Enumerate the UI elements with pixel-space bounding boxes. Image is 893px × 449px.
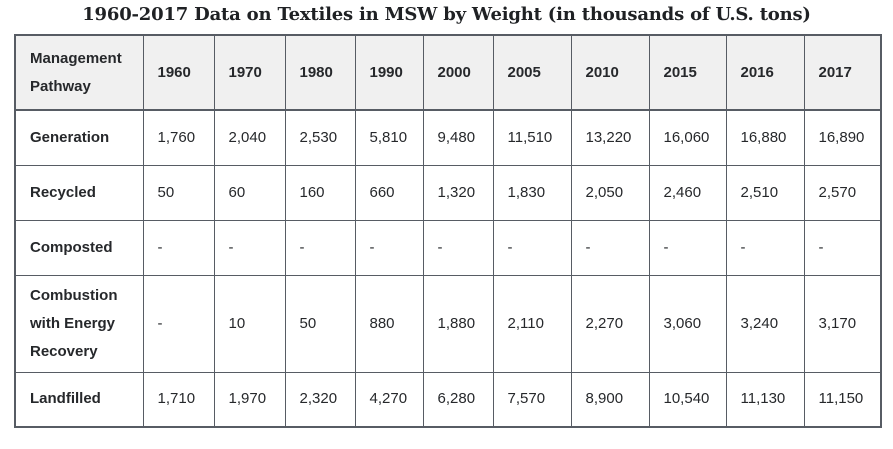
col-header-1990: 1990 — [354, 34, 424, 111]
cell-recycled-2000: 1,320 — [422, 164, 494, 221]
cell-recycled-1990: 660 — [354, 164, 424, 221]
cell-combustion-with-energy-recovery-1990: 880 — [354, 274, 424, 373]
cell-generation-1970: 2,040 — [213, 109, 286, 166]
cell-landfilled-2016: 11,130 — [725, 371, 805, 428]
col-header-2000: 2000 — [422, 34, 494, 111]
cell-landfilled-2005: 7,570 — [492, 371, 572, 428]
col-header-1960: 1960 — [142, 34, 215, 111]
cell-landfilled-2017: 11,150 — [803, 371, 882, 428]
cell-generation-1980: 2,530 — [284, 109, 356, 166]
cell-landfilled-1970: 1,970 — [213, 371, 286, 428]
cell-recycled-2016: 2,510 — [725, 164, 805, 221]
col-header-2015: 2015 — [648, 34, 727, 111]
cell-generation-2000: 9,480 — [422, 109, 494, 166]
cell-combustion-with-energy-recovery-2000: 1,880 — [422, 274, 494, 373]
table-header: Management Pathway 1960 1970 1980 1990 2000 20… — [14, 34, 882, 111]
table-title: 1960-2017 Data on Textiles in MSW by Wei… — [82, 4, 811, 25]
cell-composted-2010: - — [570, 219, 650, 276]
cell-combustion-with-energy-recovery-1970: 10 — [213, 274, 286, 373]
table-body: Generation 1,760 2,040 2,530 5,810 9,480 11,51… — [14, 109, 882, 428]
cell-composted-2015: - — [648, 219, 727, 276]
col-header-2017: 2017 — [803, 34, 882, 111]
cell-recycled-1960: 50 — [142, 164, 215, 221]
cell-landfilled-2010: 8,900 — [570, 371, 650, 428]
cell-landfilled-2015: 10,540 — [648, 371, 727, 428]
textiles-msw-table: Management Pathway 1960 1970 1980 1990 2000 20… — [14, 34, 882, 428]
cell-landfilled-2000: 6,280 — [422, 371, 494, 428]
cell-composted-2005: - — [492, 219, 572, 276]
table-row-landfilled: Landfilled 1,710 1,970 2,320 4,270 6,280 7,570… — [14, 371, 882, 428]
cell-combustion-with-energy-recovery-1960: - — [142, 274, 215, 373]
cell-recycled-2015: 2,460 — [648, 164, 727, 221]
table-row-composted: Composted - - - - - - - - - - — [14, 219, 882, 276]
cell-composted-1990: - — [354, 219, 424, 276]
cell-composted-2016: - — [725, 219, 805, 276]
cell-combustion-with-energy-recovery-2005: 2,110 — [492, 274, 572, 373]
cell-generation-2016: 16,880 — [725, 109, 805, 166]
row-label-composted: Composted — [14, 219, 144, 276]
cell-combustion-with-energy-recovery-2015: 3,060 — [648, 274, 727, 373]
cell-recycled-1970: 60 — [213, 164, 286, 221]
cell-composted-1970: - — [213, 219, 286, 276]
col-header-management-pathway: Management Pathway — [14, 34, 144, 111]
col-header-1970: 1970 — [213, 34, 286, 111]
cell-landfilled-1960: 1,710 — [142, 371, 215, 428]
row-label-recycled: Recycled — [14, 164, 144, 221]
table-row-recycled: Recycled 50 60 160 660 1,320 1,830 2,050 2,460 2,… — [14, 164, 882, 221]
cell-combustion-with-energy-recovery-2016: 3,240 — [725, 274, 805, 373]
row-label-generation: Generation — [14, 109, 144, 166]
row-label-combustion-with-energy-recovery: Combustion with Energy Recovery — [14, 274, 144, 373]
cell-recycled-2005: 1,830 — [492, 164, 572, 221]
col-header-2016: 2016 — [725, 34, 805, 111]
cell-combustion-with-energy-recovery-1980: 50 — [284, 274, 356, 373]
col-header-2005: 2005 — [492, 34, 572, 111]
cell-combustion-with-energy-recovery-2017: 3,170 — [803, 274, 882, 373]
cell-composted-2017: - — [803, 219, 882, 276]
cell-generation-1960: 1,760 — [142, 109, 215, 166]
table-row-generation: Generation 1,760 2,040 2,530 5,810 9,480 11,51… — [14, 109, 882, 166]
cell-composted-1960: - — [142, 219, 215, 276]
row-label-landfilled: Landfilled — [14, 371, 144, 428]
cell-landfilled-1990: 4,270 — [354, 371, 424, 428]
cell-generation-2017: 16,890 — [803, 109, 882, 166]
table-row-combustion-with-energy-recovery: Combustion with Energy Recovery -10 50 880 1… — [14, 274, 882, 373]
col-header-2010: 2010 — [570, 34, 650, 111]
cell-recycled-2017: 2,570 — [803, 164, 882, 221]
col-header-1980: 1980 — [284, 34, 356, 111]
cell-composted-1980: - — [284, 219, 356, 276]
cell-generation-1990: 5,810 — [354, 109, 424, 166]
header-row: Management Pathway 1960 1970 1980 1990 2000 20… — [14, 34, 882, 111]
cell-combustion-with-energy-recovery-2010: 2,270 — [570, 274, 650, 373]
cell-recycled-2010: 2,050 — [570, 164, 650, 221]
cell-landfilled-1980: 2,320 — [284, 371, 356, 428]
cell-generation-2015: 16,060 — [648, 109, 727, 166]
cell-recycled-1980: 160 — [284, 164, 356, 221]
cell-generation-2005: 11,510 — [492, 109, 572, 166]
cell-generation-2010: 13,220 — [570, 109, 650, 166]
cell-composted-2000: - — [422, 219, 494, 276]
